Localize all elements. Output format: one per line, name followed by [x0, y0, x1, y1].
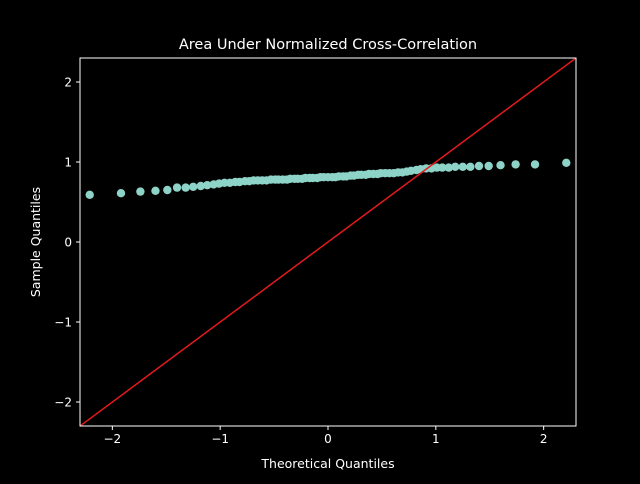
y-tick-label: −2	[54, 396, 72, 410]
data-point	[496, 161, 505, 170]
data-point	[444, 163, 453, 172]
data-point	[136, 187, 145, 196]
y-axis-label: Sample Quantiles	[28, 187, 43, 297]
data-point	[172, 183, 182, 192]
data-point	[203, 181, 212, 190]
x-axis-label: Theoretical Quantiles	[260, 456, 394, 471]
y-tick-label: −1	[54, 316, 72, 330]
y-tick-label: 1	[64, 156, 72, 170]
x-tick-label: 0	[324, 432, 332, 446]
data-point	[189, 182, 198, 191]
x-tick-label: −2	[103, 432, 121, 446]
chart-title: Area Under Normalized Cross-Correlation	[179, 37, 477, 53]
data-point	[151, 186, 160, 195]
x-tick-label: 1	[432, 432, 440, 446]
data-point	[116, 189, 126, 198]
data-point	[484, 161, 493, 171]
data-point	[511, 160, 520, 169]
data-point	[562, 158, 571, 167]
data-point	[451, 162, 460, 171]
y-tick-label: 0	[64, 236, 72, 250]
data-point	[163, 185, 172, 195]
data-point	[196, 181, 205, 191]
data-point	[466, 162, 475, 171]
x-tick-label: −1	[211, 432, 229, 446]
data-point	[181, 183, 190, 192]
data-point	[530, 160, 540, 169]
x-tick-label: 2	[540, 432, 548, 446]
y-tick-label: 2	[64, 76, 72, 90]
data-point	[458, 162, 467, 171]
data-point	[438, 163, 447, 172]
plot-area: −2 −1 0 1 2 −2 −1 0 1 2	[54, 57, 577, 446]
data-point	[85, 190, 94, 199]
reference-line	[80, 58, 576, 426]
data-point	[474, 161, 484, 171]
